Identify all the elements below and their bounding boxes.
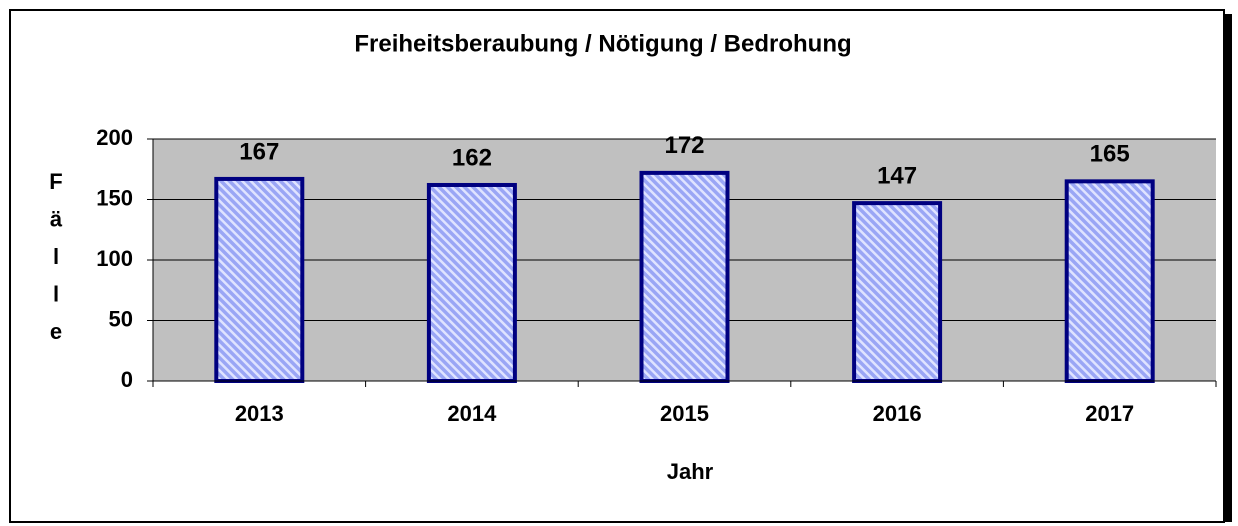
bar [426,182,517,383]
data-label: 162 [452,144,492,171]
y-tick-label: 50 [109,306,133,331]
data-label: 167 [239,138,279,165]
data-label: 172 [664,132,704,159]
x-tick-label: 2016 [873,401,922,426]
x-tick-label: 2015 [660,401,709,426]
data-label: 147 [877,162,917,189]
bar [214,176,305,383]
x-axis-label: Jahr [667,459,714,484]
y-tick-label: 100 [96,246,133,271]
y-tick-label: 200 [96,125,133,150]
bar [852,201,943,383]
chart-title: Freiheitsberaubung / Nötigung / Bedrohun… [354,30,851,57]
bar [639,170,730,383]
bar [1064,179,1155,383]
y-tick-label: 150 [96,185,133,210]
x-tick-label: 2017 [1085,401,1134,426]
x-tick-label: 2014 [447,401,497,426]
x-tick-label: 2013 [235,401,284,426]
y-tick-label: 0 [121,367,133,392]
data-label: 165 [1090,141,1130,168]
